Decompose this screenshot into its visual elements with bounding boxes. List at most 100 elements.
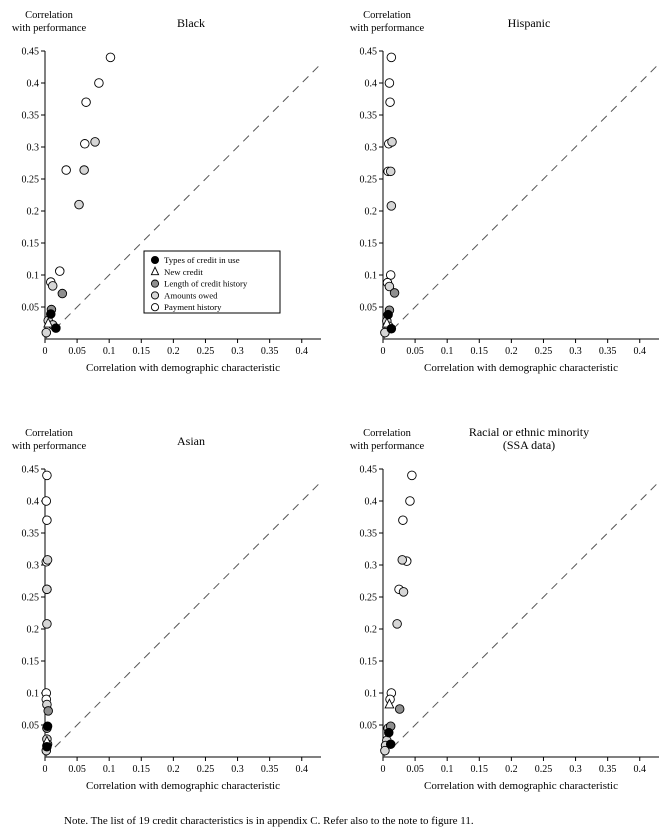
y-tick-label: 0.2 — [27, 625, 40, 636]
figure-note: Note. The list of 19 credit characterist… — [64, 815, 474, 827]
x-tick-label: 0.1 — [103, 764, 116, 775]
x-tick-label: 0.25 — [535, 346, 553, 357]
panel-title: (SSA data) — [503, 438, 555, 452]
data-point — [41, 327, 52, 338]
legend-marker — [150, 291, 160, 300]
data-point — [55, 266, 65, 276]
scatter-panel: 0 0.05 0.1 0.15 0.2 0.25 0.3 0.35 0.4 0.05 0.1 0.15… — [5, 423, 331, 807]
x-tick-label: 0.15 — [133, 764, 151, 775]
x-tick-label: 0.15 — [133, 346, 151, 357]
y-axis-title: with performance — [12, 23, 87, 34]
data-point — [389, 288, 400, 298]
y-tick-label: 0.05 — [22, 303, 40, 314]
scatter-plot: 0 0.05 0.1 0.15 0.2 0.25 0.3 0.35 0.4 0.05 0.1 0.15… — [12, 10, 322, 374]
panel-title: Asian — [177, 434, 205, 448]
x-tick-label: 0.4 — [633, 346, 646, 357]
panel-title: Hispanic — [508, 16, 551, 30]
x-tick-label: 0.35 — [599, 764, 617, 775]
y-tick-label: 0.15 — [360, 657, 378, 668]
data-point — [385, 97, 395, 107]
y-tick-label: 0.4 — [27, 79, 40, 90]
x-tick-label: 0.25 — [197, 764, 215, 775]
x-tick-label: 0.15 — [471, 346, 489, 357]
data-point — [43, 706, 53, 716]
data-point — [61, 165, 71, 175]
y-tick-label: 0.1 — [365, 271, 378, 282]
y-tick-label: 0.4 — [365, 79, 378, 90]
y-tick-label: 0.35 — [22, 111, 40, 122]
data-point — [383, 309, 393, 320]
x-tick-label: 0.3 — [231, 764, 244, 775]
x-tick-label: 0.3 — [569, 764, 582, 775]
y-tick-label: 0.35 — [22, 529, 40, 540]
x-tick-label: 0 — [381, 764, 386, 775]
x-tick-label: 0.35 — [599, 346, 617, 357]
data-point — [81, 97, 91, 107]
x-tick-label: 0.1 — [103, 346, 116, 357]
scatter-plot: 0 0.05 0.1 0.15 0.2 0.25 0.3 0.35 0.4 0.05 0.1 0.15… — [12, 428, 322, 792]
legend-marker — [150, 266, 160, 276]
x-axis-title: Correlation with demographic characteris… — [86, 780, 280, 792]
panel-title: Racial or ethnic minority — [469, 425, 589, 439]
x-tick-label: 0.25 — [535, 764, 553, 775]
scatter-plot: 0 0.05 0.1 0.15 0.2 0.25 0.3 0.35 0.4 0.05 0.1 0.15… — [350, 425, 660, 792]
y-tick-label: 0.2 — [365, 625, 378, 636]
y-axis-title: Correlation — [363, 428, 412, 439]
scatter-panel: 0 0.05 0.1 0.15 0.2 0.25 0.3 0.35 0.4 0.05 0.1 0.15… — [343, 423, 669, 807]
legend-label: Amounts owed — [164, 290, 218, 300]
data-point — [43, 317, 54, 328]
x-tick-label: 0 — [43, 764, 48, 775]
x-tick-label: 0.2 — [167, 764, 180, 775]
x-axis-title: Correlation with demographic characteris… — [424, 362, 618, 374]
y-tick-label: 0.05 — [360, 721, 378, 732]
data-point — [384, 281, 395, 292]
y-axis-title: Correlation — [25, 428, 74, 439]
y-tick-label: 0.1 — [27, 689, 40, 700]
x-tick-label: 0 — [381, 346, 386, 357]
y-tick-label: 0.45 — [22, 465, 40, 476]
x-tick-label: 0.2 — [505, 764, 518, 775]
y-tick-label: 0.4 — [365, 497, 378, 508]
data-point — [74, 199, 84, 210]
y-tick-label: 0.3 — [365, 561, 378, 572]
y-tick-label: 0.2 — [27, 207, 40, 218]
data-point — [57, 288, 68, 299]
data-point — [385, 166, 396, 177]
y-tick-label: 0.1 — [27, 271, 40, 282]
y-tick-label: 0.4 — [27, 497, 40, 508]
x-tick-label: 0.2 — [505, 346, 518, 357]
legend-label: Types of credit in use — [164, 255, 240, 265]
x-tick-label: 0.1 — [441, 764, 454, 775]
x-tick-label: 0.25 — [197, 346, 215, 357]
data-point — [42, 742, 52, 752]
data-point — [386, 324, 397, 334]
scatter-panel: 0 0.05 0.1 0.15 0.2 0.25 0.3 0.35 0.4 0.05 0.1 0.15… — [5, 5, 331, 389]
y-axis-title: with performance — [350, 441, 425, 452]
data-point — [394, 704, 405, 714]
data-point — [79, 165, 89, 175]
x-tick-label: 0.2 — [167, 346, 180, 357]
data-point — [94, 78, 104, 88]
panel-grid: 0 0.05 0.1 0.15 0.2 0.25 0.3 0.35 0.4 0.05 0.1 0.15… — [5, 5, 669, 807]
x-tick-label: 0.1 — [441, 346, 454, 357]
legend-box — [143, 250, 281, 314]
scatter-panel: 0 0.05 0.1 0.15 0.2 0.25 0.3 0.35 0.4 0.05 0.1 0.15… — [343, 5, 669, 389]
data-point — [397, 555, 408, 565]
x-axis-title: Correlation with demographic characteris… — [86, 362, 280, 374]
y-tick-label: 0.3 — [365, 143, 378, 154]
data-point — [386, 201, 397, 211]
y-tick-label: 0.1 — [365, 689, 378, 700]
x-tick-label: 0.35 — [261, 764, 279, 775]
panel-title: Black — [177, 16, 205, 30]
x-tick-label: 0.15 — [471, 764, 489, 775]
data-point — [42, 721, 53, 732]
y-axis-title: Correlation — [25, 10, 74, 21]
diagonal-reference-line — [382, 63, 660, 340]
y-tick-label: 0.15 — [22, 239, 40, 250]
data-point — [42, 515, 52, 525]
y-tick-label: 0.2 — [365, 207, 378, 218]
y-tick-label: 0.15 — [22, 657, 40, 668]
x-tick-label: 0.4 — [295, 346, 308, 357]
y-tick-label: 0.05 — [22, 721, 40, 732]
data-point — [80, 139, 90, 149]
